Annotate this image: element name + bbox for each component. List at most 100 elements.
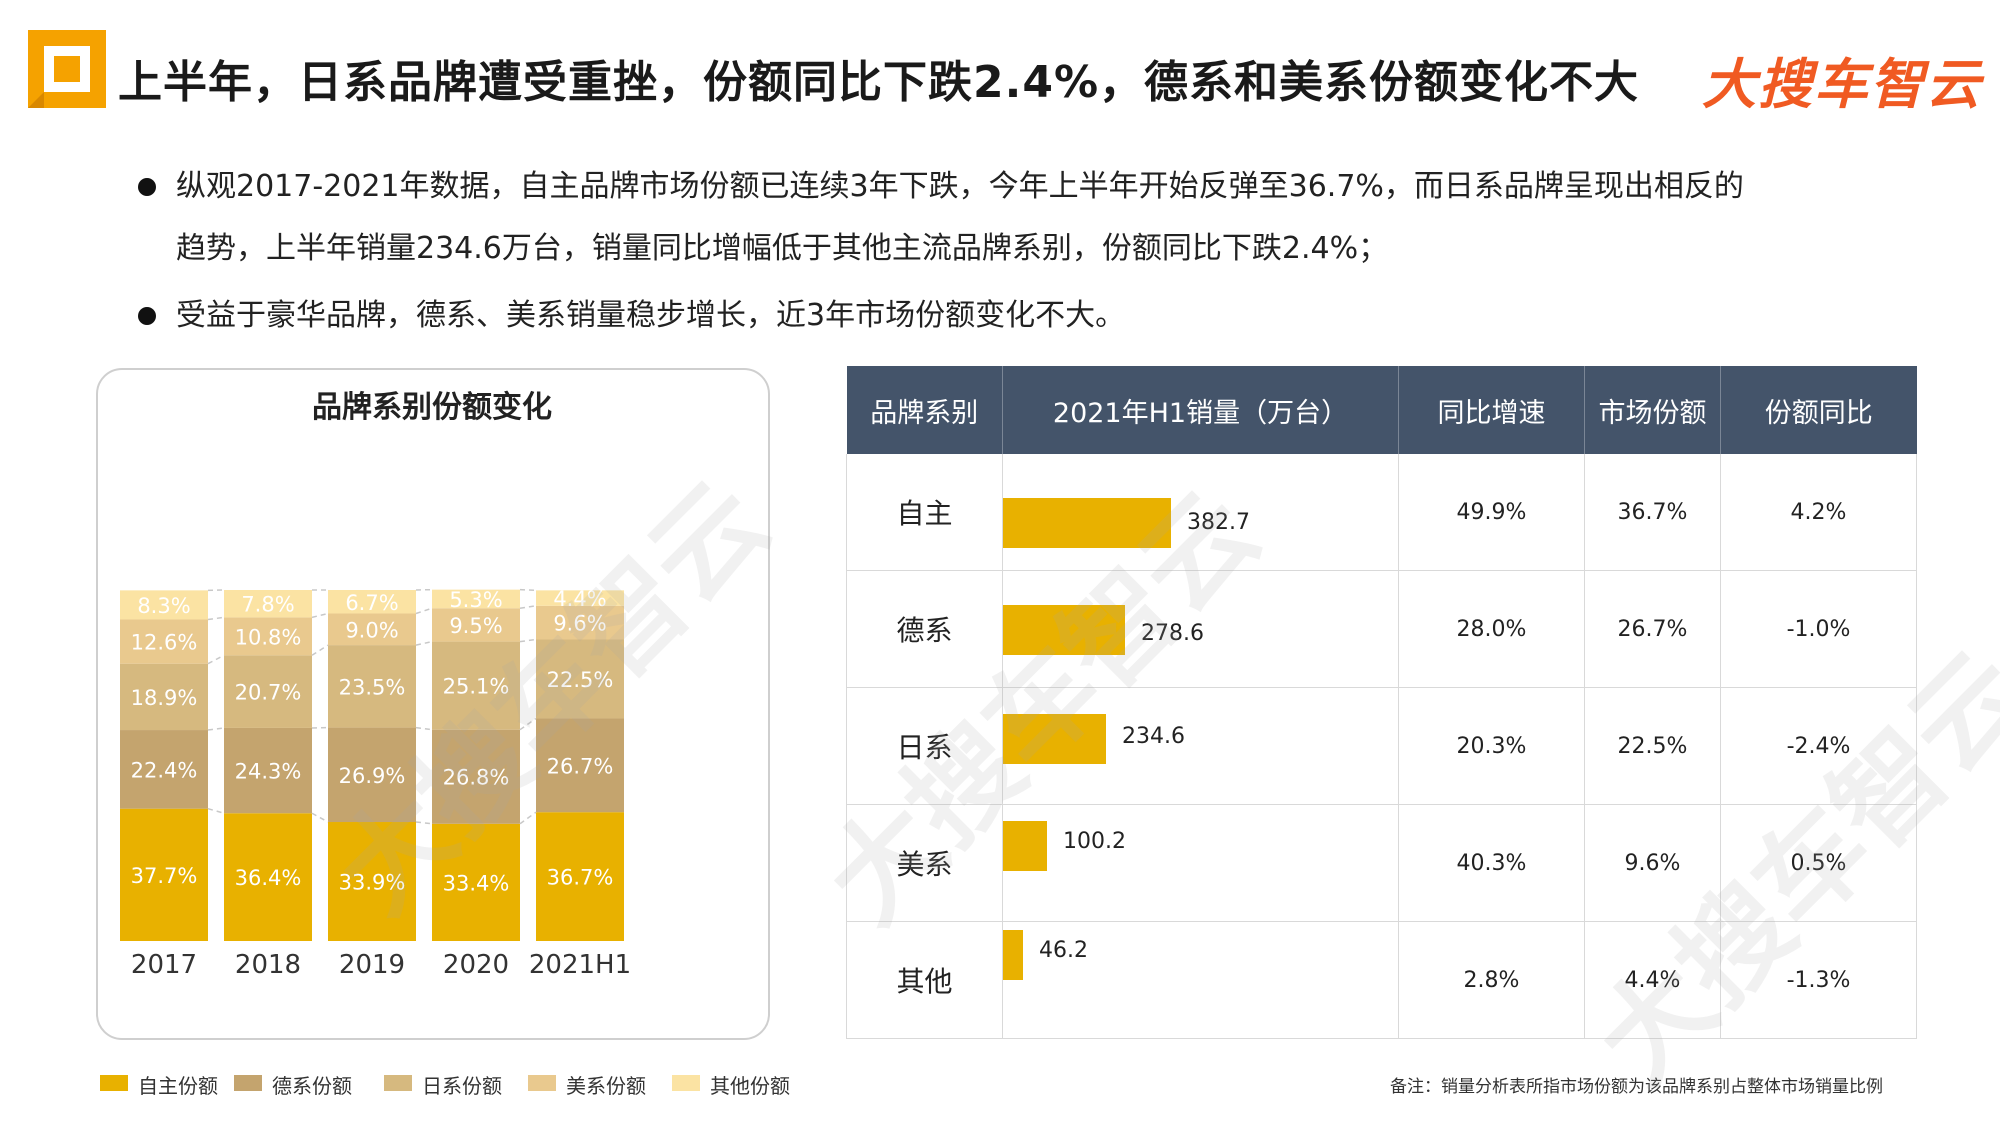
data-label: 18.9% xyxy=(131,686,198,710)
connector-line xyxy=(311,612,329,619)
data-label: 26.7% xyxy=(547,754,614,778)
header-growth: 同比增速 xyxy=(1398,366,1585,454)
footnote: 备注：销量分析表所指市场份额为该品牌系别占整体市场销量比例 xyxy=(1390,1077,1883,1097)
sales-bar xyxy=(1003,605,1125,655)
table-header-row: 品牌系别 2021年H1销量（万台） 同比增速 市场份额 份额同比 xyxy=(846,366,1917,454)
growth-cell: 2.8% xyxy=(1398,921,1585,1039)
header-share-change: 份额同比 xyxy=(1720,366,1917,454)
bar-segment-1-5 xyxy=(536,812,624,941)
bar-segment-5-1 xyxy=(120,590,208,620)
data-label: 26.8% xyxy=(443,766,510,790)
data-label: 33.9% xyxy=(339,871,406,895)
data-label: 36.4% xyxy=(235,866,302,890)
sales-cell: 234.6 xyxy=(1002,687,1399,805)
table-row: 德系 278.6 28.0% 26.7% -1.0% xyxy=(846,570,1917,688)
sales-bar xyxy=(1003,821,1047,871)
growth-cell: 28.0% xyxy=(1398,570,1585,688)
bar-segment-1-2 xyxy=(224,813,312,941)
share-change-cell: -1.3% xyxy=(1720,921,1917,1039)
share-cell: 26.7% xyxy=(1584,570,1721,688)
data-label: 5.3% xyxy=(449,588,502,612)
bar-segment-1-1 xyxy=(120,808,208,941)
data-label: 24.3% xyxy=(235,760,302,784)
legend-swatch xyxy=(384,1075,412,1091)
sales-value: 234.6 xyxy=(1122,724,1185,749)
brand-type-cell: 自主 xyxy=(846,454,1003,571)
bar-segment-2-2 xyxy=(224,727,312,814)
share-change-cell: -2.4% xyxy=(1720,687,1917,805)
share-cell: 4.4% xyxy=(1584,921,1721,1039)
bar-segment-3-1 xyxy=(120,663,208,731)
sales-cell: 100.2 xyxy=(1002,804,1399,922)
table-row: 美系 100.2 40.3% 9.6% 0.5% xyxy=(846,804,1917,922)
growth-cell: 40.3% xyxy=(1398,804,1585,922)
share-cell: 22.5% xyxy=(1584,687,1721,805)
sales-bar xyxy=(1003,714,1106,764)
data-label: 33.4% xyxy=(443,871,510,895)
sales-bar xyxy=(1003,498,1171,548)
bullet-dot-icon xyxy=(138,307,156,325)
sales-value: 382.7 xyxy=(1187,510,1250,535)
bar-segment-2-1 xyxy=(120,730,208,809)
connector-line xyxy=(207,807,225,814)
brand-logo: 大搜车智云 xyxy=(1702,53,1982,116)
bar-segment-5-2 xyxy=(224,590,312,618)
data-label: 22.5% xyxy=(547,668,614,692)
data-label: 8.3% xyxy=(137,594,190,618)
x-tick-label: 2018 xyxy=(235,950,301,980)
connector-line xyxy=(415,640,433,646)
bar-segment-4-2 xyxy=(224,617,312,656)
data-label: 37.7% xyxy=(131,864,198,888)
table-row: 自主 382.7 49.9% 36.7% 4.2% xyxy=(846,454,1917,571)
growth-cell: 20.3% xyxy=(1398,687,1585,805)
data-label: 9.5% xyxy=(449,614,502,638)
data-label: 36.7% xyxy=(547,866,614,890)
sales-value: 100.2 xyxy=(1063,829,1126,854)
connector-line xyxy=(207,727,225,731)
bar-segment-3-5 xyxy=(536,639,624,719)
x-tick-label: 2019 xyxy=(339,950,405,980)
connector-line xyxy=(415,726,433,731)
bar-segment-2-3 xyxy=(328,727,416,823)
connector-line xyxy=(519,811,537,825)
brand-type-cell: 日系 xyxy=(846,687,1003,805)
data-label: 9.0% xyxy=(345,618,398,642)
connector-line xyxy=(415,821,433,825)
legend-swatch xyxy=(234,1075,262,1091)
connector-line xyxy=(415,607,433,615)
sales-value: 278.6 xyxy=(1141,621,1204,646)
share-change-cell: -1.0% xyxy=(1720,570,1917,688)
bullet-dot-icon xyxy=(138,178,156,196)
x-tick-label: 2017 xyxy=(131,950,197,980)
sales-table: 品牌系别 2021年H1销量（万台） 同比增速 市场份额 份额同比 自主 382.… xyxy=(846,366,1917,1039)
connector-line xyxy=(519,605,537,609)
connector-line xyxy=(311,644,329,656)
legend-label: 日系份额 xyxy=(422,1074,502,1098)
x-tick-label: 2021H1 xyxy=(529,950,631,980)
bar-segment-5-3 xyxy=(328,590,416,614)
connector-line xyxy=(519,717,537,731)
connector-line xyxy=(207,654,225,665)
data-label: 20.7% xyxy=(235,681,302,705)
bar-segment-5-5 xyxy=(536,590,624,606)
legend-label: 自主份额 xyxy=(138,1074,218,1098)
legend-swatch xyxy=(528,1075,556,1091)
bar-segment-4-4 xyxy=(432,608,520,642)
brand-type-cell: 其他 xyxy=(846,921,1003,1039)
data-label: 22.4% xyxy=(131,758,198,782)
x-tick-label: 2020 xyxy=(443,950,509,980)
legend-label: 德系份额 xyxy=(272,1074,352,1098)
page-title: 上半年，日系品牌遭受重挫，份额同比下跌2.4%，德系和美系份额变化不大 xyxy=(118,57,1640,108)
growth-cell: 49.9% xyxy=(1398,454,1585,571)
header-brand-type: 品牌系别 xyxy=(846,366,1003,454)
header-share: 市场份额 xyxy=(1584,366,1721,454)
connector-line xyxy=(311,812,329,823)
bar-segment-4-3 xyxy=(328,613,416,646)
data-label: 26.9% xyxy=(339,764,406,788)
share-cell: 9.6% xyxy=(1584,804,1721,922)
bar-segment-2-5 xyxy=(536,718,624,813)
bar-segment-1-3 xyxy=(328,822,416,941)
data-label: 23.5% xyxy=(339,675,406,699)
bar-segment-3-2 xyxy=(224,655,312,728)
bullet-text: 趋势，上半年销量234.6万台，销量同比增幅低于其他主流品牌系别，份额同比下跌2… xyxy=(176,231,1389,266)
